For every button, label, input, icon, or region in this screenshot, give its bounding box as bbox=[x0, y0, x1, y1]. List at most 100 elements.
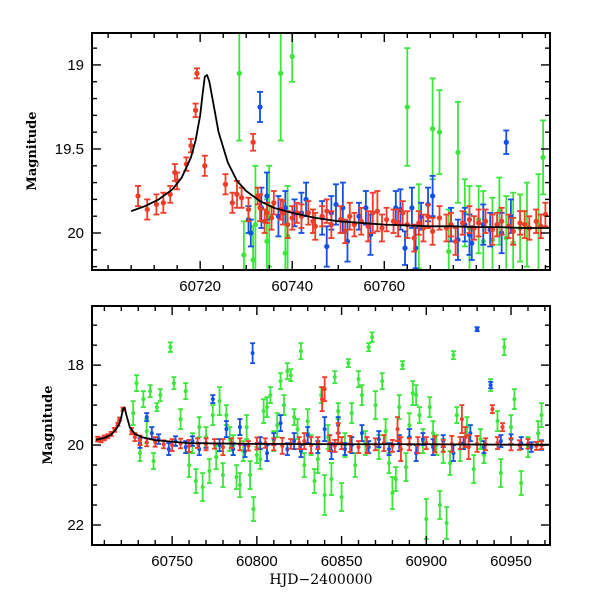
data-point-green bbox=[339, 482, 345, 512]
data-point-blue bbox=[284, 442, 290, 456]
data-point-blue bbox=[362, 190, 369, 226]
marker bbox=[475, 327, 480, 332]
marker bbox=[466, 445, 471, 450]
marker bbox=[353, 463, 358, 468]
marker bbox=[519, 481, 524, 486]
marker bbox=[188, 142, 194, 149]
data-point-red bbox=[289, 205, 296, 231]
marker bbox=[436, 215, 443, 221]
model-curve bbox=[130, 74, 550, 229]
marker bbox=[153, 201, 160, 208]
data-point-green bbox=[366, 342, 372, 353]
data-point-red bbox=[192, 102, 199, 118]
marker bbox=[258, 457, 263, 462]
marker bbox=[451, 353, 456, 358]
marker bbox=[500, 425, 505, 430]
bottom-panel: 60750 60800 60850 60900 60950 18 20 22 bbox=[67, 305, 551, 570]
data-point-green bbox=[140, 390, 146, 409]
data-point-blue bbox=[429, 174, 436, 218]
marker bbox=[502, 345, 507, 350]
data-point-red bbox=[452, 227, 459, 256]
marker bbox=[310, 218, 316, 224]
marker bbox=[397, 405, 402, 410]
marker bbox=[250, 257, 256, 263]
marker bbox=[234, 191, 240, 197]
x-tick-label: 60800 bbox=[236, 553, 278, 570]
marker bbox=[398, 447, 403, 452]
marker bbox=[488, 383, 493, 388]
marker bbox=[322, 427, 327, 432]
marker bbox=[370, 335, 375, 340]
marker bbox=[144, 415, 149, 420]
data-point-green bbox=[494, 410, 500, 432]
data-point-green bbox=[447, 450, 453, 476]
data-point-green bbox=[178, 408, 184, 430]
data-point-red bbox=[505, 213, 512, 239]
marker bbox=[429, 193, 436, 199]
marker bbox=[158, 393, 163, 398]
data-point-green bbox=[217, 386, 223, 417]
data-point-red bbox=[466, 434, 472, 460]
marker bbox=[237, 483, 242, 488]
data-point-blue bbox=[323, 225, 330, 268]
marker bbox=[245, 206, 252, 213]
marker bbox=[409, 205, 415, 211]
marker bbox=[424, 517, 429, 522]
data-point-green bbox=[413, 384, 419, 407]
data-point-red bbox=[339, 436, 345, 450]
data-point-blue bbox=[217, 438, 223, 452]
x-tick-label: 60740 bbox=[271, 278, 313, 295]
marker bbox=[265, 451, 270, 456]
data-point-green bbox=[359, 384, 365, 407]
data-point-red bbox=[425, 203, 432, 229]
marker bbox=[248, 473, 253, 478]
data-point-green bbox=[151, 452, 157, 470]
marker bbox=[429, 126, 436, 132]
y-tick-label: 19.5 bbox=[55, 141, 84, 158]
marker bbox=[178, 417, 183, 422]
marker bbox=[444, 521, 449, 526]
marker bbox=[429, 228, 436, 234]
marker bbox=[238, 195, 245, 201]
marker bbox=[336, 431, 341, 436]
marker bbox=[305, 419, 310, 424]
data-point-green bbox=[498, 458, 504, 488]
data-point-blue bbox=[332, 183, 339, 226]
data-point-green bbox=[471, 454, 477, 484]
data-point-green bbox=[410, 380, 416, 407]
marker bbox=[210, 397, 215, 402]
data-point-green bbox=[393, 466, 399, 492]
marker bbox=[320, 397, 325, 402]
data-layer bbox=[130, 33, 550, 270]
data-point-red bbox=[328, 210, 335, 239]
marker bbox=[489, 227, 496, 233]
data-point-red bbox=[233, 180, 240, 209]
marker bbox=[437, 503, 442, 508]
marker bbox=[459, 417, 464, 422]
marker bbox=[448, 461, 453, 466]
marker bbox=[463, 435, 468, 440]
x-tick-label: 60720 bbox=[179, 278, 221, 295]
marker bbox=[365, 223, 371, 229]
marker bbox=[342, 447, 347, 452]
data-point-red bbox=[305, 200, 312, 226]
marker bbox=[402, 245, 408, 251]
marker bbox=[370, 210, 376, 216]
marker bbox=[383, 429, 388, 434]
marker bbox=[436, 129, 443, 135]
y-tick-label: 20 bbox=[67, 437, 84, 454]
data-point-green bbox=[444, 506, 450, 540]
data-point-red bbox=[498, 206, 505, 236]
data-point-red bbox=[395, 416, 401, 442]
data-point-blue bbox=[474, 326, 480, 333]
marker bbox=[387, 447, 392, 452]
marker bbox=[154, 405, 159, 410]
marker bbox=[275, 423, 280, 428]
marker bbox=[132, 435, 137, 440]
top-y-axis-label: Magnitude bbox=[25, 111, 40, 190]
marker bbox=[183, 445, 188, 450]
marker bbox=[282, 205, 288, 211]
data-point-red bbox=[160, 191, 167, 214]
marker bbox=[193, 479, 198, 484]
marker bbox=[503, 139, 509, 145]
